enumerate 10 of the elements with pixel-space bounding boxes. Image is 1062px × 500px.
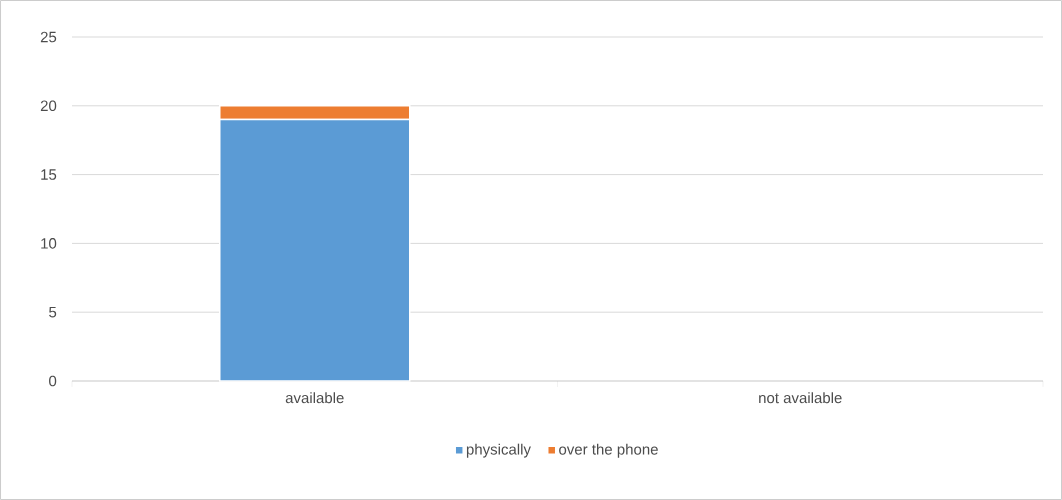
y-tick-label: 0	[49, 375, 57, 387]
y-tick-label: 25	[40, 31, 57, 43]
legend-label: over the phone	[559, 443, 658, 458]
y-tick-label: 5	[49, 306, 57, 318]
x-tick-label: available	[285, 392, 344, 404]
y-tick-label: 10	[41, 238, 57, 249]
x-tick-label: not available	[759, 392, 842, 404]
legend-label: physically	[466, 443, 531, 458]
y-tick-label: 20	[40, 100, 57, 112]
y-tick-label: 15	[41, 169, 57, 180]
